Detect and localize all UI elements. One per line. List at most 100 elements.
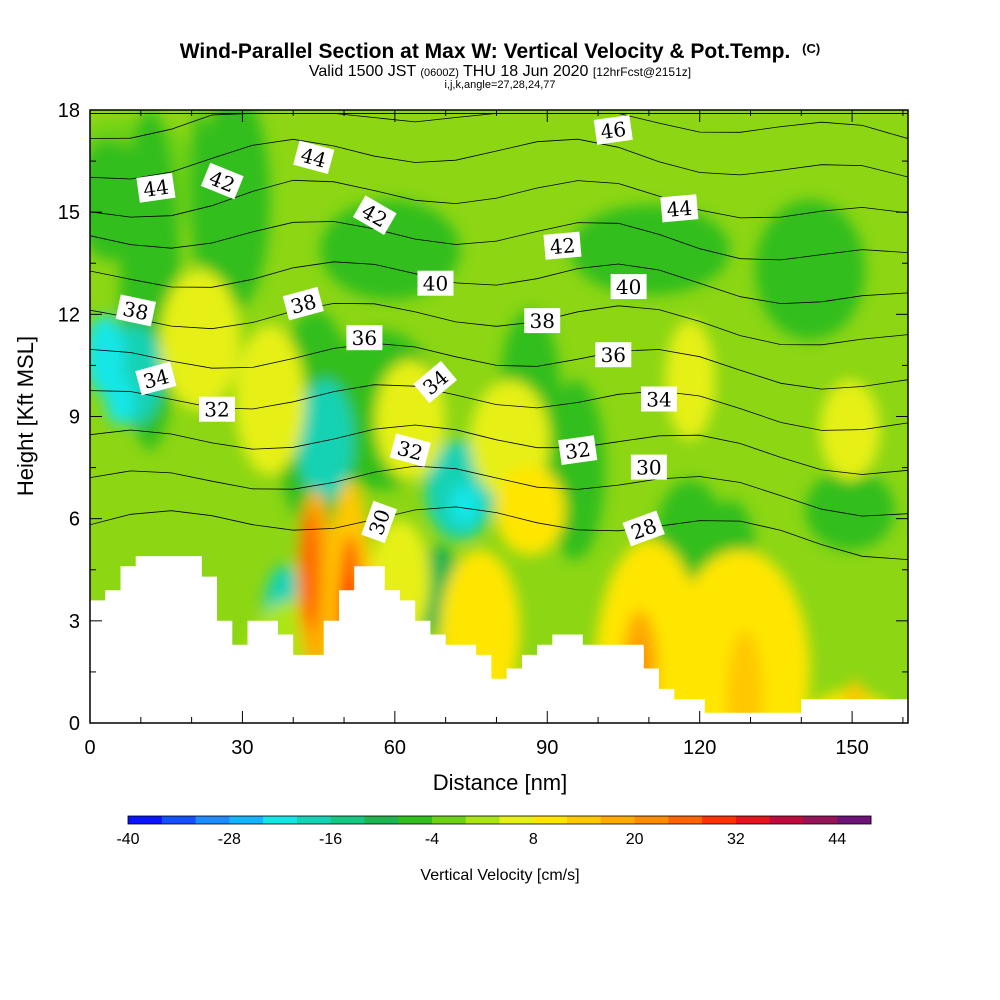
y-axis-label: Height [Kft MSL] xyxy=(13,336,38,496)
contour-label-text: 30 xyxy=(636,456,661,480)
contour-label-box xyxy=(417,270,454,296)
colorbar-swatch xyxy=(499,816,534,824)
isentrope-28 xyxy=(90,506,908,560)
x-axis-label: Distance [nm] xyxy=(433,770,568,795)
colorbar-tick-label: -28 xyxy=(218,831,241,848)
velocity-blob xyxy=(160,270,240,410)
isentrope-30 xyxy=(90,424,908,475)
velocity-blob xyxy=(727,630,763,723)
contour-label-box xyxy=(610,274,647,300)
contour-label-box xyxy=(293,140,335,174)
contour-label-text: 40 xyxy=(423,272,448,296)
isentrope-36 xyxy=(90,138,908,180)
contour-label-34: 34 xyxy=(135,361,177,396)
contour-label-text: 38 xyxy=(121,297,151,326)
velocity-blob xyxy=(235,325,305,475)
contour-label-44: 44 xyxy=(660,194,699,223)
isentrope-28 xyxy=(90,465,908,517)
contour-label-box xyxy=(199,396,235,422)
velocity-blob xyxy=(570,205,730,295)
contour-label-box xyxy=(352,195,397,235)
colorbar-swatch xyxy=(330,816,365,824)
contour-label-box xyxy=(630,454,667,480)
colorbar-tick-label: -16 xyxy=(319,831,342,848)
colorbar-swatch xyxy=(533,816,568,824)
contour-label-text: 32 xyxy=(204,398,229,422)
svg-text:Valid 1500 JST (0600Z): Valid 1500 JST (0600Z) THU 18 Jun 2020 [… xyxy=(309,63,691,80)
colorbar-swatch xyxy=(634,816,669,824)
contour-label-box xyxy=(136,172,176,203)
colorbar-tick-label: 20 xyxy=(626,831,644,848)
contour-label-32: 32 xyxy=(558,435,598,465)
contour-label-box xyxy=(413,360,458,404)
isentrope-32 xyxy=(90,302,908,346)
colorbar-swatch xyxy=(465,816,500,824)
contour-label-36: 36 xyxy=(346,325,383,351)
x-tick-label: 0 xyxy=(84,737,95,759)
colorbar-swatch xyxy=(668,816,703,824)
contour-label-32: 32 xyxy=(199,396,235,422)
colorbar-swatch xyxy=(735,816,771,824)
subtitle-grid: i,j,k,angle=27,28,24,77 xyxy=(444,79,555,91)
isentrope-34 xyxy=(90,221,908,261)
contour-label-text: 34 xyxy=(646,388,671,412)
contour-label-text: 44 xyxy=(142,175,171,202)
contour-label-text: 36 xyxy=(352,326,377,350)
colorbar-swatch xyxy=(398,816,433,824)
subtitle-date: THU 18 Jun 2020 xyxy=(463,63,589,80)
velocity-blob xyxy=(297,380,353,500)
colorbar: -40 -28 -16 -4 8 20 32 44 xyxy=(116,815,872,848)
x-tick-label: 30 xyxy=(231,737,253,759)
x-tick-label: 150 xyxy=(835,737,868,759)
colorbar-swatch xyxy=(567,816,602,824)
colorbar-swatch xyxy=(229,816,264,824)
y-tick-label: 3 xyxy=(69,611,80,633)
contour-label-box xyxy=(346,325,383,351)
contour-label-text: 40 xyxy=(616,275,641,299)
x-tick-label: 120 xyxy=(683,737,716,759)
contour-label-box xyxy=(660,194,699,223)
contour-label-box xyxy=(389,433,431,467)
colorbar-swatch xyxy=(364,816,399,824)
y-tick-label: 0 xyxy=(69,713,80,735)
copyright-mark: (C) xyxy=(802,41,820,56)
contour-label-30: 30 xyxy=(630,454,667,480)
colorbar-tick-label: 44 xyxy=(828,831,846,848)
x-tick-label: 90 xyxy=(536,737,558,759)
isentrope-36 xyxy=(90,179,908,219)
contour-label-box xyxy=(115,294,157,327)
contour-label-text: 38 xyxy=(529,309,554,333)
contour-label-box xyxy=(558,435,598,465)
contour-label-box xyxy=(641,386,677,412)
velocity-blob xyxy=(105,375,135,425)
velocity-blob xyxy=(450,485,480,525)
velocity-blob xyxy=(190,110,210,270)
isentrope-32 xyxy=(90,342,908,390)
subtitle-forecast: [12hrFcst@2151z] xyxy=(593,65,691,79)
contour-label-34: 34 xyxy=(641,386,677,412)
y-tick-label: 9 xyxy=(69,407,80,429)
colorbar-swatch xyxy=(803,816,838,824)
colorbar-swatch xyxy=(296,816,332,824)
contour-label-44: 44 xyxy=(136,172,176,203)
contour-label-box xyxy=(135,361,177,396)
contour-label-box xyxy=(595,342,632,368)
y-tick-label: 6 xyxy=(69,509,80,531)
colorbar-frame xyxy=(127,815,872,825)
contour-label-38: 38 xyxy=(115,294,157,327)
velocity-blob xyxy=(665,320,715,440)
velocity-blob xyxy=(755,200,865,340)
contour-label-box xyxy=(200,162,244,200)
isentrope-34 xyxy=(90,261,908,305)
velocity-blob xyxy=(975,300,1000,420)
velocity-blob xyxy=(960,730,1000,810)
contour-label-box xyxy=(361,500,398,544)
velocity-blob xyxy=(910,730,990,830)
colorbar-tick-label: 8 xyxy=(529,831,538,848)
colorbar-swatch xyxy=(161,816,196,824)
subtitle-valid: Valid 1500 JST xyxy=(309,63,417,80)
contour-label-box xyxy=(593,115,633,145)
